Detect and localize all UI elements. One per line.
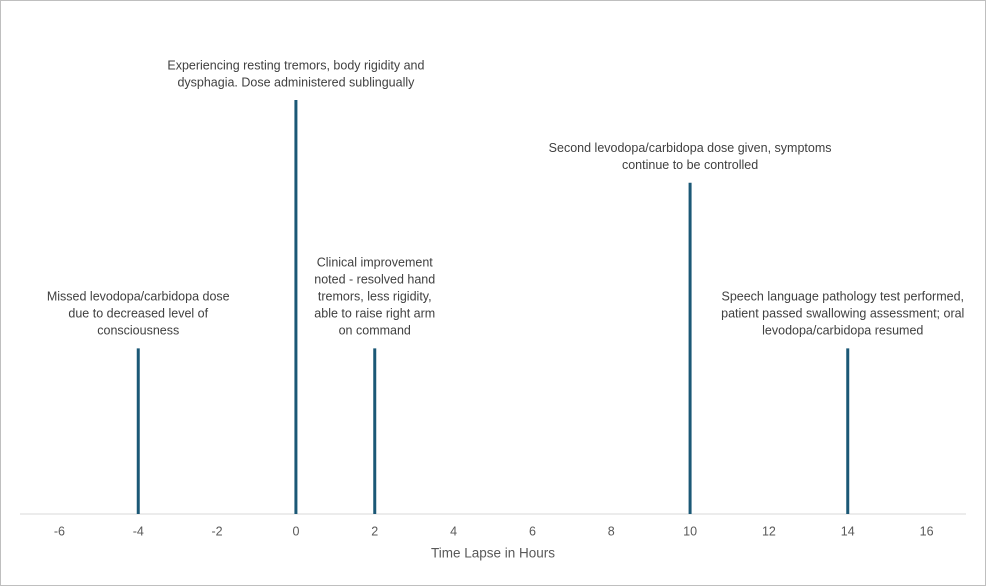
annotation-line: Speech language pathology test performed… — [721, 290, 964, 304]
annotation-line: patient passed swallowing assessment; or… — [721, 307, 964, 321]
annotation-line: Missed levodopa/carbidopa dose — [47, 290, 230, 304]
annotation-line: dysphagia. Dose administered sublinguall… — [177, 75, 415, 89]
annotation-line: noted - resolved hand — [314, 273, 435, 287]
annotation-line: Clinical improvement — [317, 256, 434, 270]
x-tick-label: -4 — [133, 524, 144, 538]
annotation-line: tremors, less rigidity, — [318, 290, 432, 304]
annotation-line: Experiencing resting tremors, body rigid… — [167, 58, 424, 72]
annotation-line: Second levodopa/carbidopa dose given, sy… — [549, 141, 832, 155]
x-tick-label: 0 — [292, 524, 299, 538]
x-tick-label: 6 — [529, 524, 536, 538]
x-tick-label: 16 — [920, 524, 934, 538]
x-tick-label: 4 — [450, 524, 457, 538]
x-axis-title: Time Lapse in Hours — [431, 546, 555, 561]
annotation-line: consciousness — [97, 324, 179, 338]
annotation-line: continue to be controlled — [622, 158, 758, 172]
x-tick-label: -2 — [212, 524, 223, 538]
x-tick-label: 10 — [683, 524, 697, 538]
annotation-line: levodopa/carbidopa resumed — [762, 324, 923, 338]
x-tick-label: 8 — [608, 524, 615, 538]
annotation-line: on command — [339, 324, 411, 338]
annotation-line: able to raise right arm — [314, 307, 435, 321]
annotation-line: due to decreased level of — [68, 307, 208, 321]
x-tick-label: -6 — [54, 524, 65, 538]
x-tick-label: 2 — [371, 524, 378, 538]
x-tick-label: 12 — [762, 524, 776, 538]
x-tick-label: 14 — [841, 524, 855, 538]
